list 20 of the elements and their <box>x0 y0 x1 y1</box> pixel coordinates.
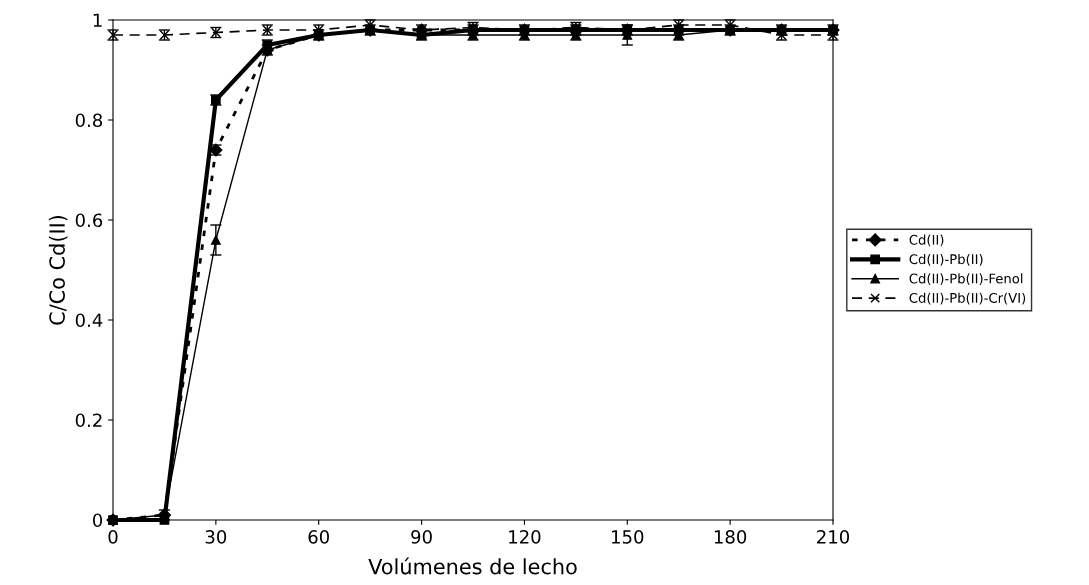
legend-label: Cd(II) <box>909 234 944 247</box>
x-tick-label: 120 <box>509 530 541 544</box>
x-tick-label: 0 <box>108 530 118 544</box>
x-tick-label: 210 <box>817 530 850 544</box>
x-tick-label: 60 <box>308 530 329 544</box>
legend-label: Cd(II)-Pb(II)-Fenol <box>909 273 1023 286</box>
y-tick-label: 0 <box>92 513 103 528</box>
legend-label: Cd(II)-Pb(II) <box>909 253 983 266</box>
y-tick-label: 0.8 <box>75 113 103 128</box>
y-tick-label: 1 <box>93 13 102 27</box>
y-tick-label: 0.4 <box>75 313 103 328</box>
y-tick-label: 0.6 <box>75 213 103 228</box>
x-tick-label: 180 <box>714 530 747 544</box>
x-axis-title: Volúmenes de lecho <box>368 557 577 575</box>
legend-label: Cd(II)-Pb(II)-Cr(VI) <box>909 292 1026 305</box>
y-tick-label: 0.2 <box>75 413 102 428</box>
x-tick-label: 30 <box>205 530 227 544</box>
x-tick-label: 150 <box>612 530 644 544</box>
x-tick-label: 90 <box>411 530 432 544</box>
y-axis-title: C/Co Cd(II) <box>48 215 68 325</box>
